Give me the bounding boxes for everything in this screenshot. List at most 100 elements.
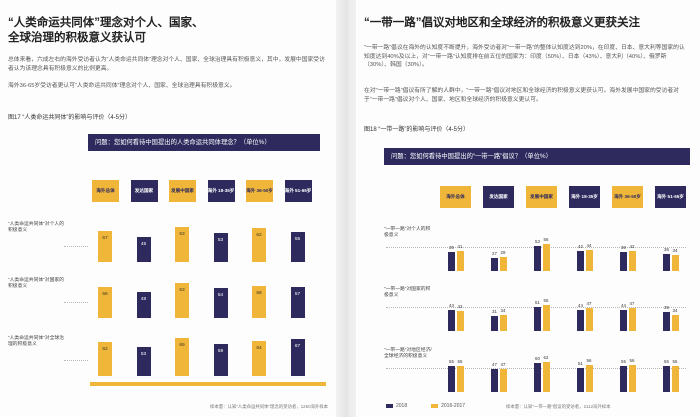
bar-value-label: 39: [664, 305, 669, 311]
right-column-headers: 海外总体 发达国家 发展中国家 海外 18-35岁 海外 36-50岁 海外 51-65岁: [440, 186, 698, 208]
bar-value-label: 43: [449, 303, 454, 309]
leader-line: [64, 246, 88, 247]
bar-2018: [663, 253, 670, 271]
bar-2016-2017: [585, 249, 593, 271]
bar-value-label: 57: [102, 235, 108, 241]
bar-value-label: 36: [664, 246, 669, 252]
bar: [213, 288, 228, 318]
bar-2016-2017: [456, 365, 464, 392]
bar-value-label: 67: [294, 344, 301, 350]
bar-value-label: 45: [140, 242, 147, 248]
column-header: 海外 18-35岁: [207, 180, 235, 202]
legend-2016-swatch: [431, 404, 439, 408]
bar: [290, 231, 305, 262]
bar-value-label: 51: [535, 299, 540, 305]
left-bottom-strip: [90, 382, 326, 386]
column-header: 海外 51-65岁: [284, 180, 312, 202]
legend-2018-label: 2018: [396, 403, 408, 409]
bar-value-label: 47: [586, 301, 592, 307]
bar-value-label: 44: [586, 242, 592, 248]
bar-value-label: 59: [217, 348, 224, 354]
bar-value-label: 39: [621, 245, 626, 251]
bar-value-label: 56: [629, 358, 635, 364]
right-source-note: 样本量：认知“一带一路”倡议的受访者，2112海外样本: [506, 404, 611, 409]
bar: [252, 227, 266, 262]
bar-value-label: 31: [492, 309, 497, 315]
bar-2016-2017: [499, 314, 507, 331]
bar-2018: [448, 310, 455, 331]
row-label: “人类命运共同体”对国家的积极意义: [8, 278, 64, 290]
column-header: 发达国家: [130, 180, 158, 202]
bar-value-label: 34: [672, 247, 678, 253]
bar-2016-2017: [628, 365, 636, 392]
bar-2018: [534, 245, 541, 271]
bar-2018: [577, 309, 584, 331]
bar-value-label: 62: [256, 232, 262, 238]
bar: [175, 227, 189, 262]
legend-2016-label: 2016-2017: [441, 403, 466, 409]
bar-2016-2017: [671, 254, 679, 271]
bar: [136, 237, 151, 262]
bar-value-label: 47: [629, 301, 635, 307]
bar-2018: [577, 367, 584, 392]
left-source-note: 样本量：认知“人类命运共同体”理念的受访者，1250海外样本: [210, 404, 329, 409]
bar: [98, 287, 112, 318]
bar-value-label: 57: [294, 291, 301, 297]
left-paragraph-2: 海外36-65岁受访者更认可“人类命运共同体”理念对个人、国家、全球治理具有积极…: [8, 83, 236, 89]
bar-2018: [534, 363, 541, 392]
bar-2018: [663, 312, 670, 331]
bar-2016-2017: [542, 304, 550, 331]
row-label: “人类命运共同体”对全球治理的积极意义: [8, 336, 64, 348]
bar-2018: [448, 252, 455, 271]
bar-value-label: 55: [543, 297, 549, 303]
bar-value-label: 55: [457, 358, 463, 364]
left-paragraph-1: 总体来看，六成左右的海外受访者认为“人类命运共同体”理念对个人、国家、全球治理具…: [8, 57, 325, 72]
left-page: “人类命运共同体”理念对个人、国家、 全球治理的积极意义获认可 总体来看，六成左…: [0, 0, 340, 417]
bar-2018: [491, 369, 498, 392]
bar-2018: [663, 365, 670, 392]
bar: [98, 341, 112, 376]
bar-value-label: 55: [449, 358, 454, 364]
column-header: 发展中国家: [526, 186, 557, 208]
bar-2016-2017: [671, 365, 679, 392]
bar-2018: [577, 250, 584, 271]
bar-value-label: 53: [140, 351, 147, 357]
bar: [175, 283, 189, 318]
bar-value-label: 34: [500, 307, 506, 313]
bar-value-label: 42: [457, 303, 463, 309]
leader-line: [64, 302, 88, 303]
bar-2016-2017: [628, 250, 636, 271]
legend-2018-swatch: [386, 404, 393, 408]
bar-value-label: 56: [586, 358, 592, 364]
bar: [252, 340, 266, 376]
bar-value-label: 63: [179, 288, 185, 294]
bar-value-label: 62: [102, 346, 108, 352]
bar-2018: [620, 365, 627, 392]
left-figure-title: 图17 “人类命运共同体”的影响与评价（4-5分）: [8, 115, 132, 121]
bar-2016-2017: [499, 257, 507, 271]
column-header: 海外 51-65岁: [655, 186, 686, 208]
bar-value-label: 51: [578, 360, 583, 366]
right-paragraph-2: 在对“一带一路”倡议有所了解的人群中，“一带一路”倡议对地区和全球经济的积极意义…: [364, 88, 679, 103]
bar-value-label: 27: [492, 251, 497, 257]
bar-value-label: 53: [217, 237, 224, 243]
bar: [213, 232, 228, 262]
bar-value-label: 63: [179, 232, 185, 238]
bar-2016-2017: [542, 362, 550, 392]
bar-value-label: 39: [449, 245, 454, 251]
column-header: 发展中国家: [169, 180, 196, 202]
bar: [136, 346, 151, 376]
left-title-line2: 全球治理的积极意义获认可: [8, 32, 146, 44]
right-page-title: “一带一路”倡议对地区和全球经济的积极意义更获关注: [364, 17, 640, 29]
right-page: “一带一路”倡议对地区和全球经济的积极意义更获关注 “一带一路”倡议在海外的认知…: [356, 0, 700, 417]
bar-2016-2017: [671, 314, 679, 331]
bar-value-label: 55: [672, 358, 678, 364]
bar-value-label: 55: [621, 358, 626, 364]
bar-value-label: 56: [543, 237, 549, 243]
column-header: 海外 36-50岁: [246, 180, 273, 202]
row-label: “人类命运共同体”对个人的积极意义: [8, 222, 64, 234]
bar: [98, 230, 112, 262]
bar: [290, 339, 305, 376]
bar-value-label: 34: [672, 307, 678, 313]
